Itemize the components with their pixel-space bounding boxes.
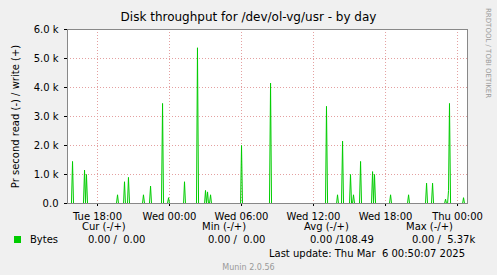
svg-text:Wed 00:00: Wed 00:00 <box>143 211 197 222</box>
svg-text:3.0 k: 3.0 k <box>34 111 59 122</box>
svg-text:4.0 k: 4.0 k <box>34 82 59 93</box>
html-text:Bytes: Bytes <box>30 234 59 245</box>
svg-text:Tue 18:00: Tue 18:00 <box>72 211 122 222</box>
html-text:RRDTOOL / TOBI OETIKER: RRDTOOL / TOBI OETIKER <box>484 8 492 99</box>
html-text:0.00 / 0.00: 0.00 / 0.00 <box>88 234 146 245</box>
svg-text:Wed 18:00: Wed 18:00 <box>359 211 413 222</box>
svg-text:Thu 00:00: Thu 00:00 <box>431 211 483 222</box>
svg-text:Pr second read (-) / write (+): Pr second read (-) / write (+) <box>10 45 21 188</box>
html-text:Last update: Thu Mar 6 00:50:0: Last update: Thu Mar 6 00:50:07 2025 <box>268 248 465 259</box>
svg-text:2.0 k: 2.0 k <box>34 140 59 151</box>
html-text:0.00 / 0.00: 0.00 / 0.00 <box>208 234 266 245</box>
svg-text:5.0 k: 5.0 k <box>34 53 59 64</box>
html-text:0.00 /108.49: 0.00 /108.49 <box>310 234 374 245</box>
svg-text:0.0: 0.0 <box>43 198 59 209</box>
svg-text:Wed 06:00: Wed 06:00 <box>215 211 269 222</box>
svg-text:1.0 k: 1.0 k <box>34 169 59 180</box>
svg-text:6.0 k: 6.0 k <box>34 24 59 35</box>
html-text:Max (-/+): Max (-/+) <box>406 221 453 232</box>
html-text:Disk throughput for /dev/ol-vg: Disk throughput for /dev/ol-vg/usr - by … <box>120 10 377 24</box>
html-text:0.00 / 5.37k: 0.00 / 5.37k <box>412 234 476 245</box>
html-text:Cur (-/+): Cur (-/+) <box>82 221 126 232</box>
html-text:Avg (-/+): Avg (-/+) <box>304 221 349 232</box>
html-text:Munin 2.0.56: Munin 2.0.56 <box>222 263 275 272</box>
html-text:Min (-/+): Min (-/+) <box>202 221 247 232</box>
svg-text:Wed 12:00: Wed 12:00 <box>287 211 341 222</box>
